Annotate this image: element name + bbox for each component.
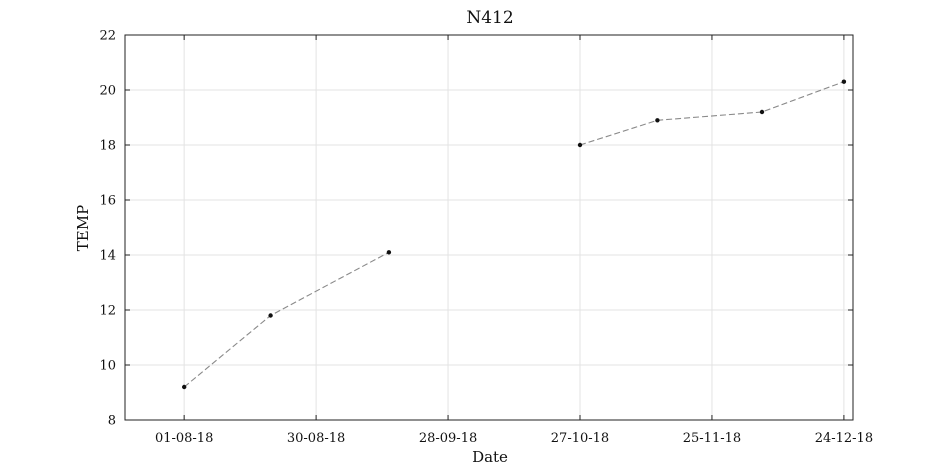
data-point	[841, 79, 847, 84]
x-tick-label: 27-10-18	[551, 431, 609, 446]
y-tick-label: 22	[99, 29, 116, 44]
grid-layer	[125, 34, 853, 421]
data-point	[759, 109, 765, 115]
y-tick-label: 8	[108, 414, 116, 429]
x-tick-label: 25-11-18	[683, 431, 741, 446]
x-tick-label: 01-08-18	[155, 431, 213, 446]
y-axis-label: TEMP	[74, 205, 92, 251]
series-line	[183, 251, 390, 388]
x-tick-label: 24-12-18	[815, 431, 873, 446]
data-point	[577, 142, 583, 148]
chart-title: N412	[466, 8, 513, 28]
y-tick-label: 16	[99, 194, 116, 209]
data-point	[386, 250, 392, 255]
plot-frame	[124, 34, 854, 421]
y-tick-label: 14	[99, 249, 116, 264]
data-point	[655, 118, 660, 123]
axes-layer: 01-08-18 30-08-18 28-09-18 27-10-18 25-11-18…	[99, 29, 873, 447]
y-tick-label: 18	[99, 139, 116, 154]
series-line	[579, 81, 845, 146]
data-point	[268, 313, 273, 318]
x-tick-label: 28-09-18	[419, 431, 477, 446]
x-tick-label: 30-08-18	[287, 431, 345, 446]
y-tick-label: 20	[99, 84, 116, 99]
series-layer	[182, 79, 847, 390]
y-tick-label: 12	[99, 304, 116, 319]
y-tick-label: 10	[99, 359, 116, 374]
data-point	[182, 384, 187, 390]
x-axis-label: Date	[472, 448, 508, 466]
